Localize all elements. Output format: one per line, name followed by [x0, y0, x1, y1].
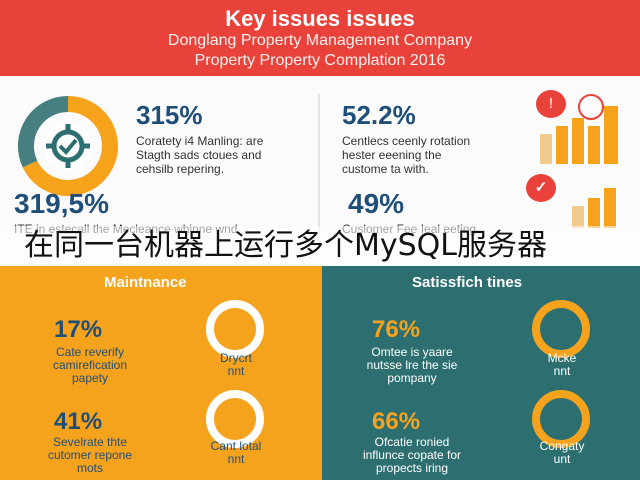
satisfaction-desc-2-line: propects iring — [375, 461, 449, 475]
maintenance-heading: Maintnance — [104, 274, 187, 291]
stat-left-1: 315% — [136, 100, 203, 130]
bar-chart-bar — [588, 198, 600, 228]
satisfaction-ring-2-label: Congaty unt — [522, 440, 602, 466]
overlay-title: 在同一台机器上运行多个MySQL服务器 — [0, 226, 640, 266]
satisfaction-ring-1-label: Mcke nnt — [522, 352, 602, 378]
text-left-1b: Stagth sads ctoues and — [136, 148, 262, 162]
text-right-1c: custome ta with. — [342, 162, 429, 176]
maintenance-desc-2-line: mots — [76, 461, 103, 475]
satisfaction-desc-2-line: Ofcatie ronied — [374, 435, 450, 449]
bar-chart-bar — [604, 106, 618, 164]
header-banner: Key issues issues Donglang Property Mana… — [0, 0, 640, 76]
satisfaction-desc-2: Ofcatie ronied influnce copate for prope… — [342, 436, 482, 475]
maintenance-desc-1-line: camirefication — [52, 358, 128, 372]
stat-left-2: 319,5% — [14, 188, 109, 219]
stat-right-2: 49% — [348, 188, 405, 219]
satisfaction-desc-1-line: Omtee is yaare — [371, 345, 453, 359]
satisfaction-desc-2-line: influnce copate for — [362, 448, 462, 462]
maintenance-desc-1-line: papety — [71, 371, 109, 385]
bar-chart-bar — [588, 126, 600, 164]
ring-label-line: nnt — [227, 364, 245, 378]
satisfaction-desc-1-line: pompany — [387, 371, 437, 385]
satisfaction-ring-2 — [532, 390, 590, 448]
maintenance-ring-2 — [206, 390, 264, 448]
bar-chart-bar — [556, 126, 568, 164]
maintenance-ring-2-label: Cant lotal nnt — [196, 440, 276, 466]
text-left-1a: Coratety i4 Manling: are — [136, 134, 264, 148]
maintenance-ring-1-label: Drycrt nnt — [196, 352, 276, 378]
satisfaction-stat-2: 66% — [372, 408, 421, 435]
ring-label-line: Cant lotal — [210, 439, 262, 453]
ring-label-line: unt — [553, 452, 571, 466]
maintenance-desc-1: Cate reverify camirefication papety — [20, 346, 160, 385]
text-left-1c: cehsilb repering. — [136, 162, 225, 176]
stat-right-1: 52.2% — [342, 100, 416, 130]
globe-icon — [578, 94, 604, 120]
gear-icon — [18, 95, 118, 196]
ring-label-line: Drycrt — [220, 351, 252, 365]
satisfaction-desc-1: Omtee is yaare nutsse lre the sie pompan… — [342, 346, 482, 385]
chat-bubble-icon: ! — [536, 90, 566, 118]
maintenance-desc-2: Sevelrate thte cutomer repone mots — [20, 436, 160, 475]
ring-label-line: nnt — [553, 364, 571, 378]
checkmark-icon: ✓ — [526, 174, 556, 202]
bar-chart-bar — [604, 188, 616, 228]
page-title: Key issues issues — [225, 6, 415, 31]
report-subtitle: Property Property Complation 2016 — [194, 52, 446, 69]
ring-label-line: Congaty — [539, 439, 585, 453]
maintenance-ring-1 — [206, 300, 264, 358]
ring-label-line: nnt — [227, 452, 245, 466]
text-right-1b: hester eeening the — [342, 148, 442, 162]
satisfaction-stat-1: 76% — [372, 316, 421, 343]
satisfaction-panel: Satissfich tines 76% Omtee is yaare nuts… — [322, 266, 640, 480]
satisfaction-ring-1 — [532, 300, 590, 358]
satisfaction-heading: Satissfich tines — [412, 274, 523, 291]
text-right-1a: Centlecs ceenly rotation — [342, 134, 471, 148]
satisfaction-desc-1-line: nutsse lre the sie — [366, 358, 458, 372]
company-name: Donglang Property Management Company — [167, 32, 473, 49]
maintenance-stat-1: 17% — [54, 316, 103, 343]
vertical-divider — [318, 94, 320, 244]
ring-label-line: Mcke — [547, 351, 577, 365]
maintenance-desc-2-line: cutomer repone — [47, 448, 133, 462]
bar-chart-bar — [572, 206, 584, 228]
bar-chart-bar — [572, 118, 584, 164]
maintenance-panel: Maintnance 17% Cate reverify camireficat… — [0, 266, 322, 480]
maintenance-desc-1-line: Cate reverify — [55, 345, 125, 359]
bar-chart-bar — [540, 134, 552, 164]
maintenance-stat-2: 41% — [54, 408, 103, 435]
maintenance-desc-2-line: Sevelrate thte — [52, 435, 128, 449]
